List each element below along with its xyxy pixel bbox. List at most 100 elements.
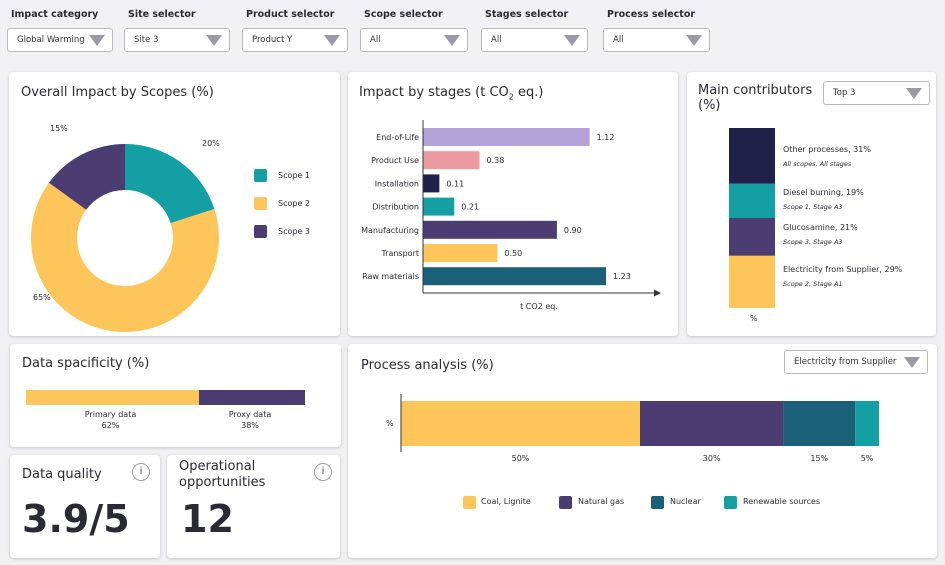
natural-gas-legend-label: Natural gas <box>578 497 625 506</box>
process-selector-value: All <box>613 35 624 45</box>
chevron-down-icon <box>906 88 922 99</box>
process-value-nuclear: 15% <box>810 454 828 463</box>
contributors-title: Main contributors <box>698 83 813 98</box>
contrib-sub-electricity: Scope 2, Stage A1 <box>783 280 843 288</box>
process-selector-select[interactable]: All <box>603 28 710 52</box>
chevron-down-icon <box>206 35 222 46</box>
contrib-sub-glucosamine: Scope 3, Stage A3 <box>783 238 843 246</box>
stage-bar-end-of-life <box>423 128 590 146</box>
process-segment-coal-lignite <box>401 401 640 446</box>
stage-label-distribution: Distribution <box>372 203 419 212</box>
process-segment-nuclear <box>783 401 856 446</box>
contrib-label-diesel: Diesel burning, 19% <box>783 188 864 197</box>
stage-value-raw-materials: 1.23 <box>613 272 631 281</box>
specificity-bar <box>26 390 305 405</box>
stage-bar-raw-materials <box>423 267 606 286</box>
renewable-legend-label: Renewable sources <box>743 497 821 506</box>
scope1-percent-label: 20% <box>202 139 220 148</box>
donut-slice-scope-1 <box>125 144 215 224</box>
site-selector-select[interactable]: Site 3 <box>124 28 230 52</box>
stages-selector-label: Stages selector <box>485 9 569 20</box>
contrib-segment-glucosamine <box>729 218 775 256</box>
scope3-percent-label: 15% <box>50 124 68 133</box>
contrib-sub-diesel: Scope 1, Stage A3 <box>783 203 843 211</box>
stages-bar-chart: End-of-Life 1.12 Product Use 0.38 Installati… <box>361 120 661 311</box>
process-value-natural-gas: 30% <box>703 454 721 463</box>
specificity-title: Data spacificity (%) <box>22 356 150 371</box>
stages-title-sub: 2 <box>508 92 514 102</box>
contrib-axis-label: % <box>750 314 758 323</box>
stage-label-installation: Installation <box>375 179 419 188</box>
stages-selector-select[interactable]: All <box>481 28 588 52</box>
contributors-title-unit: (%) <box>698 98 721 113</box>
stage-label-raw-materials: Raw materials <box>362 272 419 281</box>
chevron-down-icon <box>564 35 580 46</box>
impact-category-label: Impact category <box>11 9 99 20</box>
scope1-swatch <box>254 169 267 182</box>
donut-slice-scope-3 <box>48 144 125 210</box>
stages-x-axis-label: t CO2 eq. <box>520 302 558 311</box>
product-selector-value: Product Y <box>252 35 293 45</box>
process-selector-label: Process selector <box>607 9 696 20</box>
stage-bar-manufacturing <box>423 220 557 239</box>
stages-selector-value: All <box>491 35 502 45</box>
contrib-label-other: Other processes, 31% <box>783 145 871 154</box>
primary-data-bar <box>26 390 199 405</box>
scope-selector-select[interactable]: All <box>360 28 468 52</box>
info-icon[interactable]: i <box>132 463 150 481</box>
chevron-down-icon <box>324 35 340 46</box>
chevron-down-icon <box>444 35 460 46</box>
process-axis-label: % <box>386 419 394 428</box>
scope-selector-label: Scope selector <box>364 9 443 20</box>
specificity-card: Data spacificity (%) Primary data 62% Pr… <box>10 344 341 447</box>
opportunities-title-line2: opportunities <box>179 475 266 490</box>
stage-label-manufacturing: Manufacturing <box>361 226 419 235</box>
stages-title: Impact by stages (t CO2 eq.) <box>359 85 543 102</box>
process-segment-renewable-sources <box>855 401 879 446</box>
top-n-value: Top 3 <box>833 88 856 98</box>
scopes-donut-chart: 20% 65% 15% <box>30 124 220 333</box>
stage-value-product-use: 0.38 <box>487 156 505 165</box>
proxy-data-bar <box>198 390 305 405</box>
stages-card: Impact by stages (t CO2 eq.) End-of-Life… <box>348 72 678 336</box>
stage-bar-transport <box>423 244 498 262</box>
chevron-down-icon <box>89 35 105 46</box>
donut-slice-scope-2 <box>30 182 219 333</box>
product-selector-select[interactable]: Product Y <box>242 28 348 52</box>
arrow-right-icon <box>654 289 661 297</box>
stage-value-transport: 0.50 <box>504 249 522 258</box>
site-selector-label: Site selector <box>128 9 196 20</box>
scope1-legend-label: Scope 1 <box>278 171 311 180</box>
nuclear-legend-label: Nuclear <box>670 497 701 506</box>
scope2-legend-label: Scope 2 <box>278 199 311 208</box>
process-stacked-bar: 50% 30% 15% 5% <box>400 394 879 463</box>
impact-category-select[interactable]: Global Warming <box>7 28 113 52</box>
coal-swatch <box>463 496 476 509</box>
top-n-select[interactable]: Top 3 <box>823 81 930 105</box>
primary-data-value: 62% <box>101 421 120 430</box>
process-value-coal-lignite: 50% <box>512 454 530 463</box>
scope3-legend-label: Scope 3 <box>278 227 311 236</box>
process-select[interactable]: Electricity from Supplier <box>784 350 928 374</box>
coal-legend-label: Coal, Lignite <box>481 497 531 506</box>
info-icon[interactable]: i <box>314 463 332 481</box>
stage-value-distribution: 0.21 <box>461 203 479 212</box>
stage-bar-installation <box>423 174 440 193</box>
scope2-percent-label: 65% <box>33 293 51 302</box>
quality-title: Data quality <box>22 467 102 482</box>
impact-category-value: Global Warming <box>17 35 85 45</box>
primary-data-label: Primary data <box>84 410 137 419</box>
stage-value-installation: 0.11 <box>446 179 464 188</box>
scopes-title: Overall Impact by Scopes (%) <box>21 85 214 100</box>
contrib-segment-diesel-burning <box>729 183 775 218</box>
nuclear-swatch <box>651 496 664 509</box>
stages-title-post: eq.) <box>513 85 544 100</box>
proxy-data-value: 38% <box>241 421 259 430</box>
opportunities-card: Operational opportunities i 12 <box>167 455 340 558</box>
contrib-label-electricity: Electricity from Supplier, 29% <box>783 265 903 274</box>
contrib-segment-electricity-from-supplier <box>729 255 775 308</box>
site-selector-value: Site 3 <box>134 35 159 45</box>
stage-bar-product-use <box>423 151 480 170</box>
contrib-sub-other: All scopes, All stages <box>783 160 852 168</box>
contrib-segment-other-processes <box>729 128 775 184</box>
